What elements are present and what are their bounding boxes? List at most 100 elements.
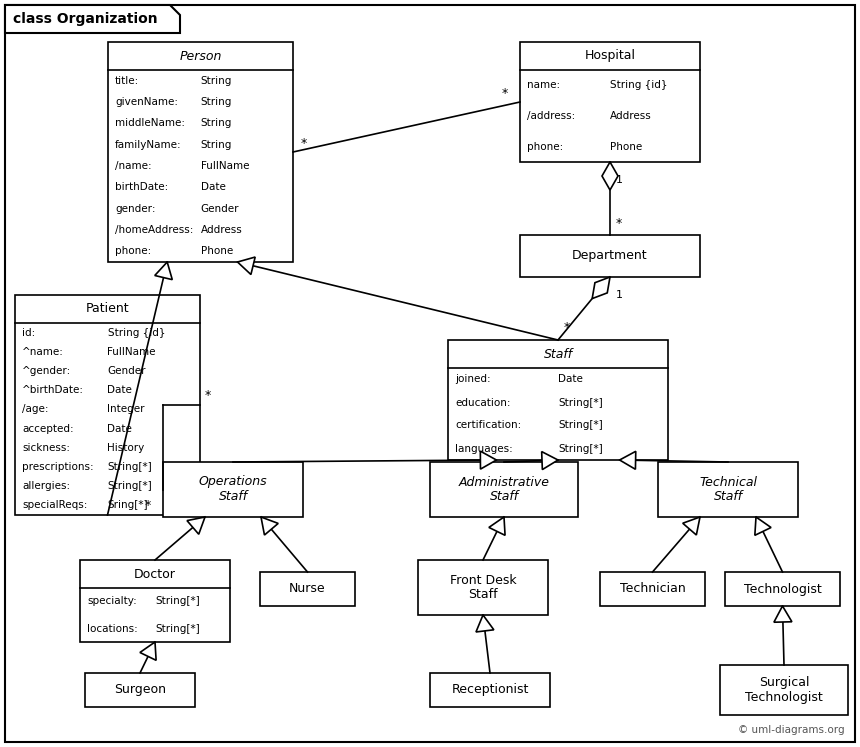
Polygon shape xyxy=(619,451,636,469)
Text: String[*]: String[*] xyxy=(155,597,200,607)
Text: Nurse: Nurse xyxy=(289,583,326,595)
Polygon shape xyxy=(5,5,180,33)
Text: Administrative
Staff: Administrative Staff xyxy=(458,476,550,503)
Text: FullName: FullName xyxy=(108,347,156,357)
Bar xyxy=(163,462,303,517)
Text: Receptionist: Receptionist xyxy=(452,684,529,696)
Text: ^gender:: ^gender: xyxy=(22,366,71,376)
Text: String {id}: String {id} xyxy=(610,81,667,90)
Text: String {id}: String {id} xyxy=(108,328,165,338)
Bar xyxy=(80,560,230,642)
Text: String[*]: String[*] xyxy=(155,624,200,633)
Text: Technical
Staff: Technical Staff xyxy=(699,476,757,503)
Polygon shape xyxy=(774,606,792,622)
Text: String: String xyxy=(200,97,232,107)
Text: *: * xyxy=(564,321,570,335)
Bar xyxy=(720,665,848,715)
Text: *: * xyxy=(145,499,151,512)
Text: allergies:: allergies: xyxy=(22,481,71,492)
Text: gender:: gender: xyxy=(115,204,156,214)
Text: String[*]: String[*] xyxy=(558,444,603,453)
Text: joined:: joined: xyxy=(455,374,490,385)
Text: Address: Address xyxy=(610,111,652,121)
Text: © uml-diagrams.org: © uml-diagrams.org xyxy=(739,725,845,735)
Text: accepted:: accepted: xyxy=(22,424,74,433)
Text: String: String xyxy=(200,75,232,86)
Polygon shape xyxy=(602,162,618,190)
Text: Gender: Gender xyxy=(200,204,239,214)
Text: Hospital: Hospital xyxy=(585,49,636,63)
Text: Gender: Gender xyxy=(108,366,146,376)
Text: Phone: Phone xyxy=(610,142,642,152)
Text: Date: Date xyxy=(108,424,132,433)
Text: Front Desk
Staff: Front Desk Staff xyxy=(450,574,516,601)
Text: Date: Date xyxy=(108,385,132,395)
Polygon shape xyxy=(187,517,205,534)
Text: Surgeon: Surgeon xyxy=(114,684,166,696)
Text: specialty:: specialty: xyxy=(87,597,137,607)
Text: phone:: phone: xyxy=(527,142,563,152)
Text: name:: name: xyxy=(527,81,560,90)
Polygon shape xyxy=(155,262,172,279)
Text: class Organization: class Organization xyxy=(13,12,157,26)
Text: title:: title: xyxy=(115,75,139,86)
Text: Staff: Staff xyxy=(544,347,573,361)
Text: Department: Department xyxy=(572,249,648,262)
Text: Operations
Staff: Operations Staff xyxy=(199,476,267,503)
Polygon shape xyxy=(261,517,278,535)
Text: Phone: Phone xyxy=(200,247,233,256)
Polygon shape xyxy=(140,642,157,660)
Bar xyxy=(520,235,700,277)
Text: String: String xyxy=(200,140,232,149)
Bar xyxy=(85,673,195,707)
Text: Technician: Technician xyxy=(619,583,685,595)
Text: prescriptions:: prescriptions: xyxy=(22,462,94,472)
Text: Surgical
Technologist: Surgical Technologist xyxy=(745,676,823,704)
Polygon shape xyxy=(476,615,494,632)
Text: id:: id: xyxy=(22,328,35,338)
Polygon shape xyxy=(755,517,771,536)
Text: education:: education: xyxy=(455,397,511,408)
Text: birthDate:: birthDate: xyxy=(115,182,169,192)
Text: /age:: /age: xyxy=(22,404,48,415)
Bar xyxy=(448,340,668,460)
Text: String[*]: String[*] xyxy=(108,481,152,492)
Polygon shape xyxy=(683,517,700,535)
Text: locations:: locations: xyxy=(87,624,138,633)
Text: *: * xyxy=(205,388,212,401)
Bar xyxy=(520,42,700,162)
Text: ^birthDate:: ^birthDate: xyxy=(22,385,84,395)
Text: 1: 1 xyxy=(616,175,623,185)
Text: ^name:: ^name: xyxy=(22,347,64,357)
Bar xyxy=(15,295,200,515)
Text: History: History xyxy=(108,443,144,453)
Bar xyxy=(108,42,293,262)
Text: familyName:: familyName: xyxy=(115,140,181,149)
Text: Doctor: Doctor xyxy=(134,568,176,580)
Text: /name:: /name: xyxy=(115,161,151,171)
Text: Date: Date xyxy=(558,374,583,385)
Text: middleName:: middleName: xyxy=(115,118,185,128)
Polygon shape xyxy=(593,277,610,299)
Polygon shape xyxy=(481,451,496,469)
Text: *: * xyxy=(301,137,307,150)
Text: String[*]: String[*] xyxy=(108,462,152,472)
Bar xyxy=(430,462,578,517)
Text: Integer: Integer xyxy=(108,404,145,415)
Text: Technologist: Technologist xyxy=(744,583,821,595)
Text: certification:: certification: xyxy=(455,421,521,430)
Text: 1: 1 xyxy=(616,290,623,300)
Text: String: String xyxy=(200,118,232,128)
Polygon shape xyxy=(488,517,505,536)
Bar xyxy=(725,572,840,606)
Polygon shape xyxy=(237,257,255,275)
Text: /address:: /address: xyxy=(527,111,575,121)
Text: /homeAddress:: /homeAddress: xyxy=(115,225,194,235)
Text: sickness:: sickness: xyxy=(22,443,70,453)
Bar xyxy=(260,572,355,606)
Text: String[*]: String[*] xyxy=(558,421,603,430)
Polygon shape xyxy=(542,452,558,470)
Text: *: * xyxy=(502,87,508,101)
Text: Date: Date xyxy=(200,182,225,192)
Bar xyxy=(658,462,798,517)
